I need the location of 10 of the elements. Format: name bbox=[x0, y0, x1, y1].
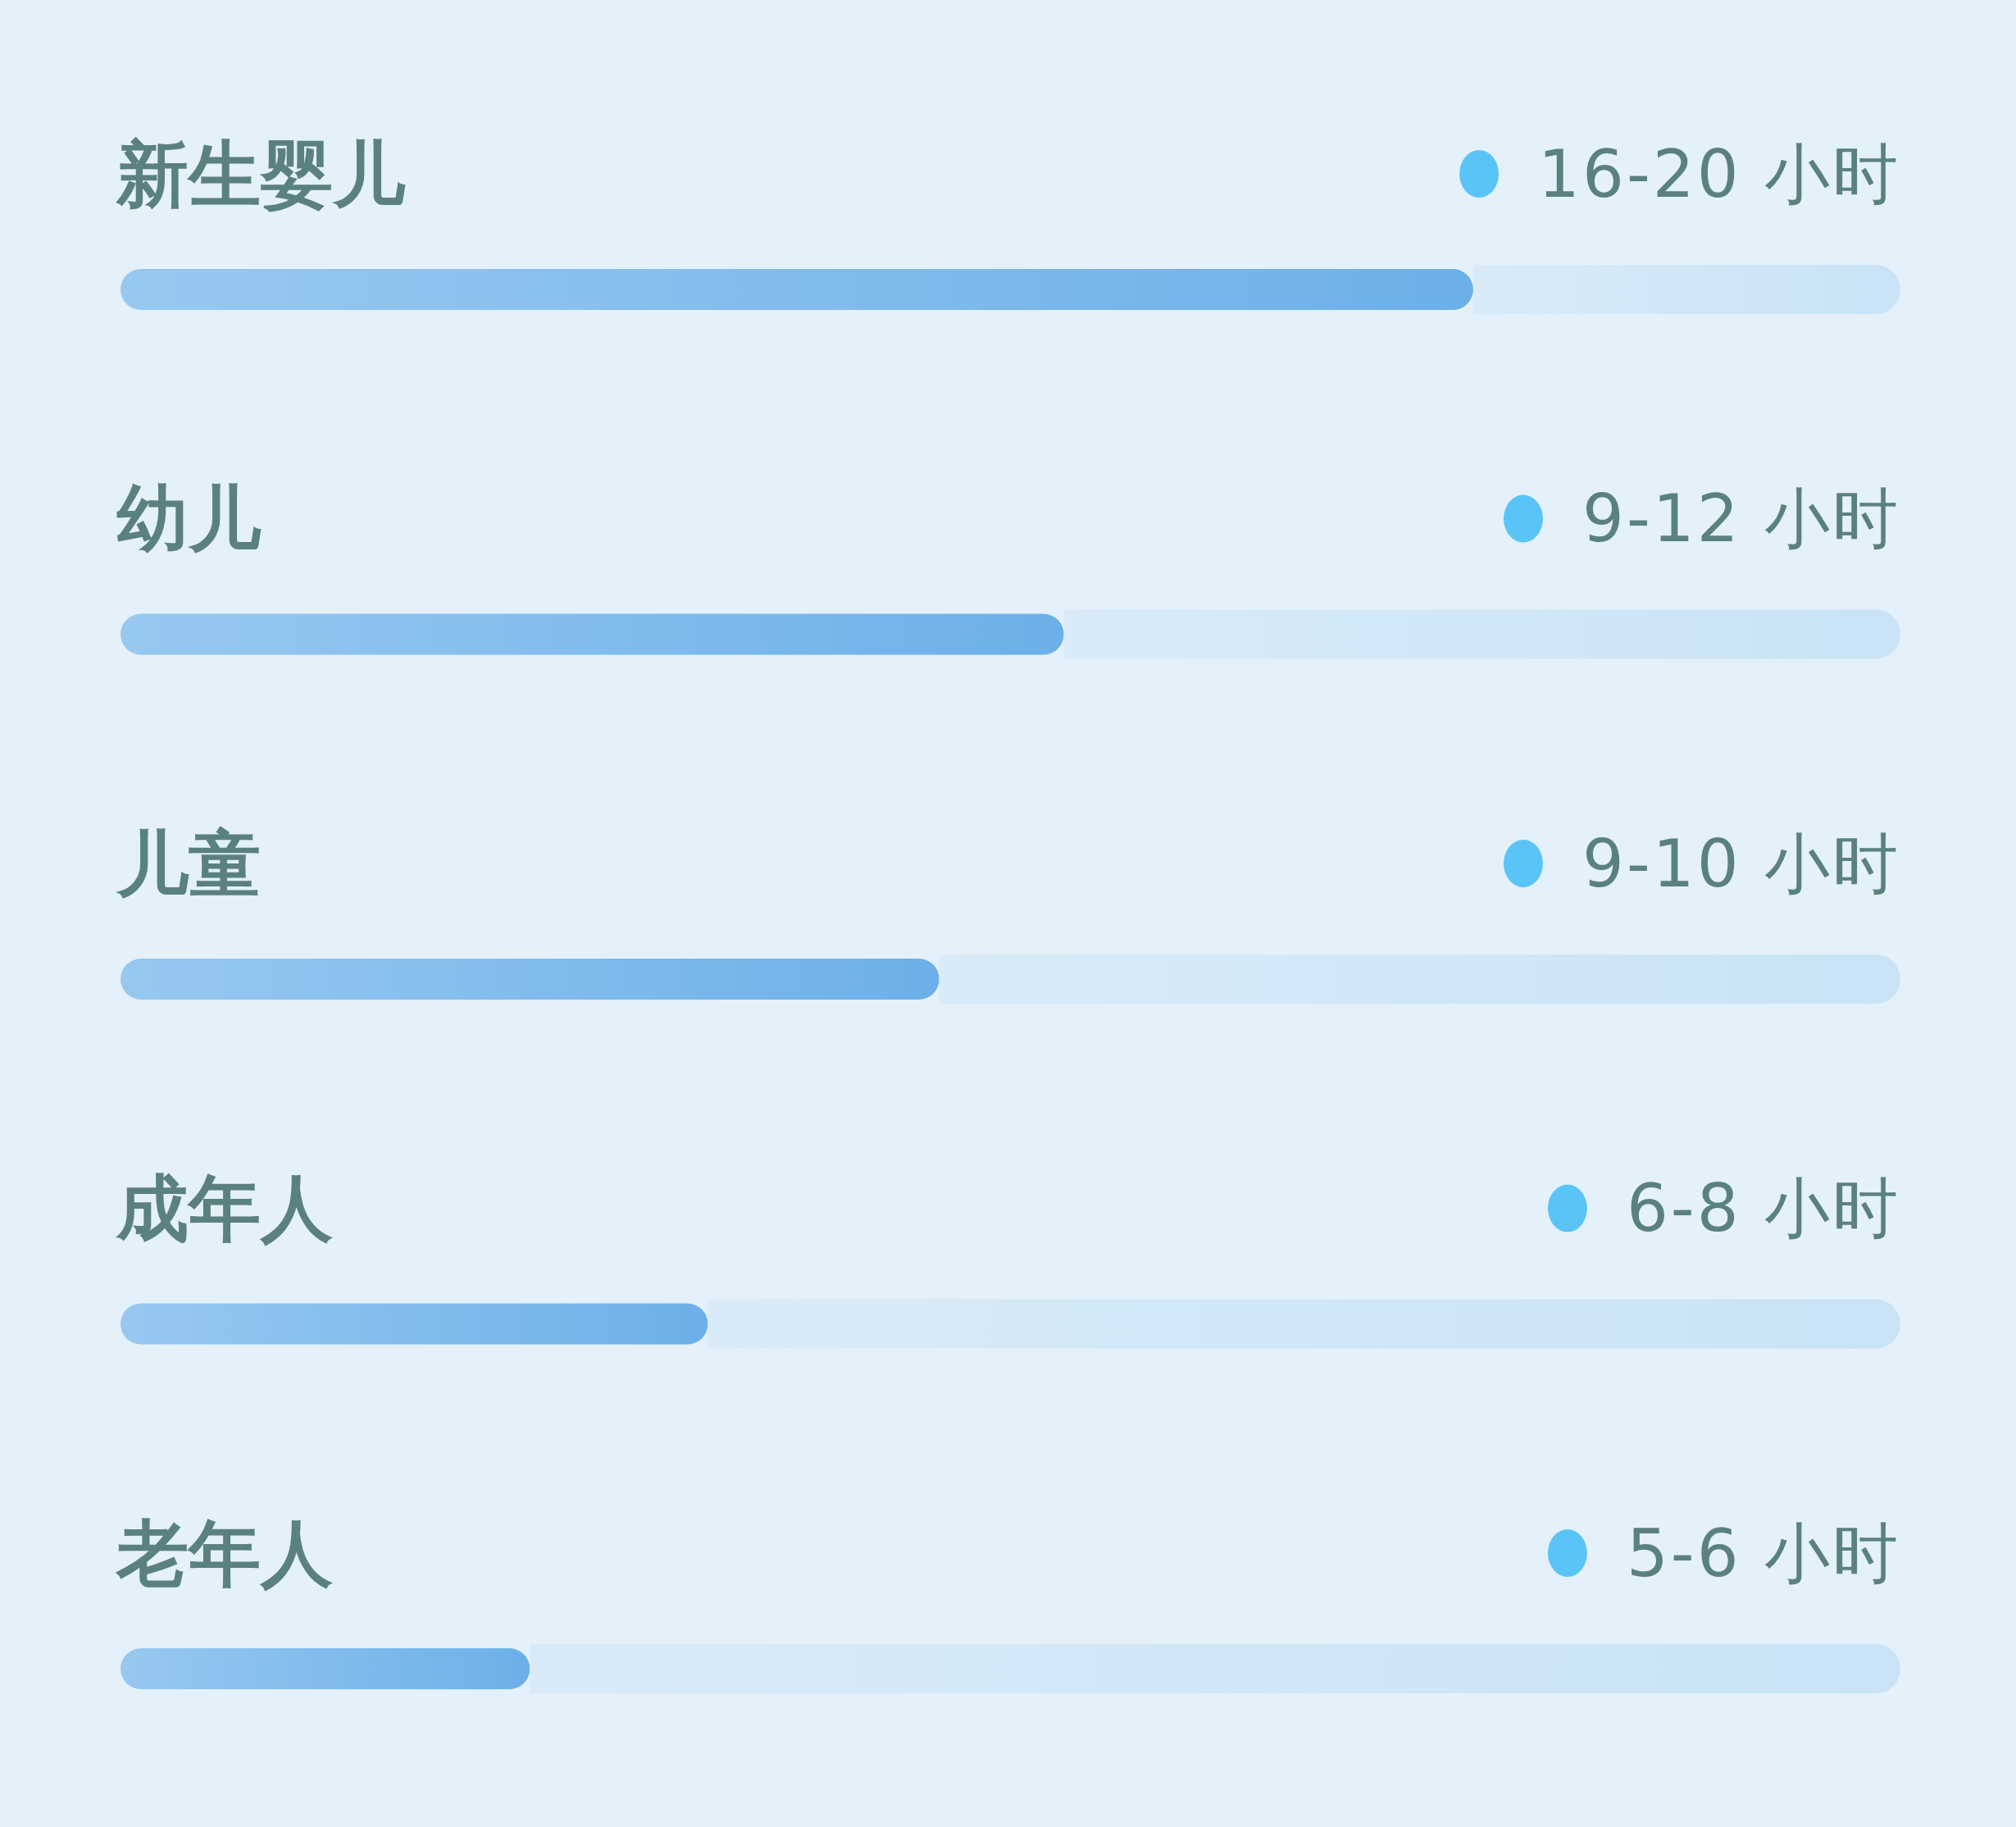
value-label: 16-20 小时 bbox=[1459, 135, 1900, 212]
value-label: 5-6 小时 bbox=[1547, 1515, 1900, 1592]
category-label: 儿童 bbox=[116, 821, 261, 906]
value-label: 6-8 小时 bbox=[1547, 1170, 1900, 1246]
category-label: 新生婴儿 bbox=[116, 131, 405, 216]
category-label: 幼儿 bbox=[116, 476, 261, 561]
value-label: 9-12 小时 bbox=[1504, 481, 1900, 557]
category-label: 成年人 bbox=[116, 1166, 333, 1251]
category-label: 老年人 bbox=[116, 1510, 333, 1596]
value-label: 9-10 小时 bbox=[1504, 825, 1900, 902]
